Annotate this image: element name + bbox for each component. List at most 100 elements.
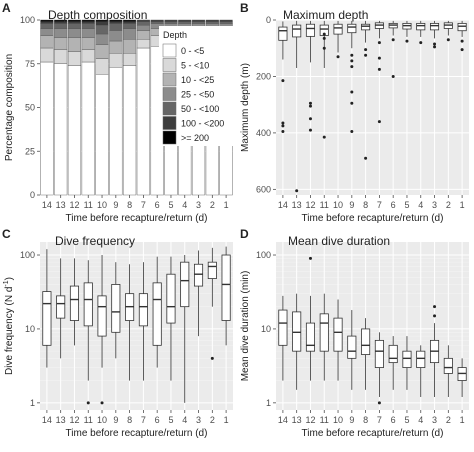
legend-key xyxy=(162,58,177,72)
outlier-point xyxy=(308,128,312,132)
box-body xyxy=(56,295,66,319)
x-tick-label: 13 xyxy=(56,415,66,425)
legend-key xyxy=(162,72,177,87)
x-tick-label: 2 xyxy=(210,200,215,210)
box-body xyxy=(416,350,426,368)
bar-segment xyxy=(67,51,82,66)
box-body xyxy=(278,309,288,346)
y-axis-label-sup: -1 xyxy=(3,280,10,286)
x-tick-label: 8 xyxy=(127,200,132,210)
outlier-point xyxy=(336,55,340,59)
box-body xyxy=(193,263,204,287)
box-body xyxy=(361,23,371,31)
outlier-point xyxy=(350,65,354,69)
x-tick-label: 13 xyxy=(292,415,302,425)
plot-background xyxy=(276,242,469,410)
y-axis-label: Percentage composition xyxy=(4,54,15,161)
outlier-point xyxy=(281,124,285,128)
panel-a: A Depth 0 - <5 5 - <10 10 - <25 25 - <50 50 - … xyxy=(2,1,233,224)
bar-segment xyxy=(95,58,109,75)
x-tick-label: 8 xyxy=(363,415,368,425)
bar-segment xyxy=(164,19,178,22)
bar-segment xyxy=(40,47,54,63)
bar-segment xyxy=(81,61,95,196)
box-body xyxy=(319,313,329,352)
x-tick-label: 12 xyxy=(305,415,315,425)
bar-segment xyxy=(205,21,219,24)
outlier-point xyxy=(86,401,90,405)
outlier-point xyxy=(460,39,464,43)
box-body xyxy=(374,339,384,368)
x-tick-label: 7 xyxy=(377,200,382,210)
y-tick-label: 0 xyxy=(30,190,35,200)
box-body xyxy=(347,23,357,34)
x-tick-label: 3 xyxy=(432,415,437,425)
bar-segment xyxy=(109,21,123,24)
outlier-point xyxy=(322,36,326,40)
bar-segment xyxy=(123,65,137,196)
box-body xyxy=(83,282,93,327)
bar-segment xyxy=(191,21,206,24)
bar-segment xyxy=(67,65,82,196)
x-tick-label: 5 xyxy=(168,415,173,425)
x-axis-label: Time before recapture/return (d) xyxy=(66,428,208,439)
bar-segment xyxy=(109,19,123,22)
box-body xyxy=(347,335,357,359)
x-tick-label: 6 xyxy=(155,415,160,425)
y-tick-label: 0 xyxy=(266,15,271,25)
box-body xyxy=(429,22,440,31)
x-tick-label: 2 xyxy=(446,415,451,425)
x-tick-label: 5 xyxy=(404,200,409,210)
bar-segment xyxy=(123,19,137,22)
x-tick-label: 14 xyxy=(42,415,52,425)
outlier-point xyxy=(377,401,381,405)
outlier-point xyxy=(308,117,312,121)
legend-label: 0 - <5 xyxy=(181,46,204,56)
box-body xyxy=(221,254,231,321)
outlier-point xyxy=(377,41,381,45)
outlier-point xyxy=(308,104,312,108)
y-tick-label: 600 xyxy=(256,184,271,194)
bar-segment xyxy=(40,28,54,36)
bar-segment xyxy=(54,49,68,64)
bar-segment xyxy=(178,21,192,24)
box-body xyxy=(457,22,467,32)
legend-label: 100 - <200 xyxy=(181,119,224,129)
y-tick-label: 10 xyxy=(25,324,35,334)
y-tick-label: 75 xyxy=(25,59,35,69)
bar-segment xyxy=(219,21,233,24)
outlier-point xyxy=(391,38,395,42)
bar-segment xyxy=(123,21,137,24)
bar-segment xyxy=(81,21,95,24)
box-body xyxy=(278,26,288,41)
x-tick-label: 14 xyxy=(278,415,288,425)
outlier-point xyxy=(295,189,299,193)
x-tick-label: 10 xyxy=(97,200,107,210)
bar-segment xyxy=(150,21,164,24)
outlier-point xyxy=(391,74,395,78)
x-tick-label: 6 xyxy=(391,200,396,210)
bar-segment xyxy=(40,21,54,24)
bar-segment xyxy=(54,63,68,196)
y-tick-label: 100 xyxy=(20,15,35,25)
outlier-point xyxy=(350,53,354,57)
panel-letter: C xyxy=(2,227,11,241)
outlier-point xyxy=(281,121,285,125)
box-body xyxy=(69,285,80,321)
legend-key xyxy=(162,101,177,116)
outlier-point xyxy=(350,101,354,105)
outlier-point xyxy=(100,401,104,405)
y-tick-label: 200 xyxy=(256,71,271,81)
outlier-point xyxy=(433,45,437,49)
chart-title: Depth composition xyxy=(48,8,147,22)
bar-segment xyxy=(95,25,109,35)
x-tick-label: 8 xyxy=(127,415,132,425)
bar-segment xyxy=(40,19,54,22)
plot-background xyxy=(40,242,233,410)
x-tick-label: 11 xyxy=(84,200,93,210)
chart-title: Maximum depth xyxy=(283,8,368,22)
y-axis-label-text: Dive frequency (N d xyxy=(4,287,15,375)
x-tick-label: 3 xyxy=(432,200,437,210)
x-tick-label: 4 xyxy=(182,200,187,210)
